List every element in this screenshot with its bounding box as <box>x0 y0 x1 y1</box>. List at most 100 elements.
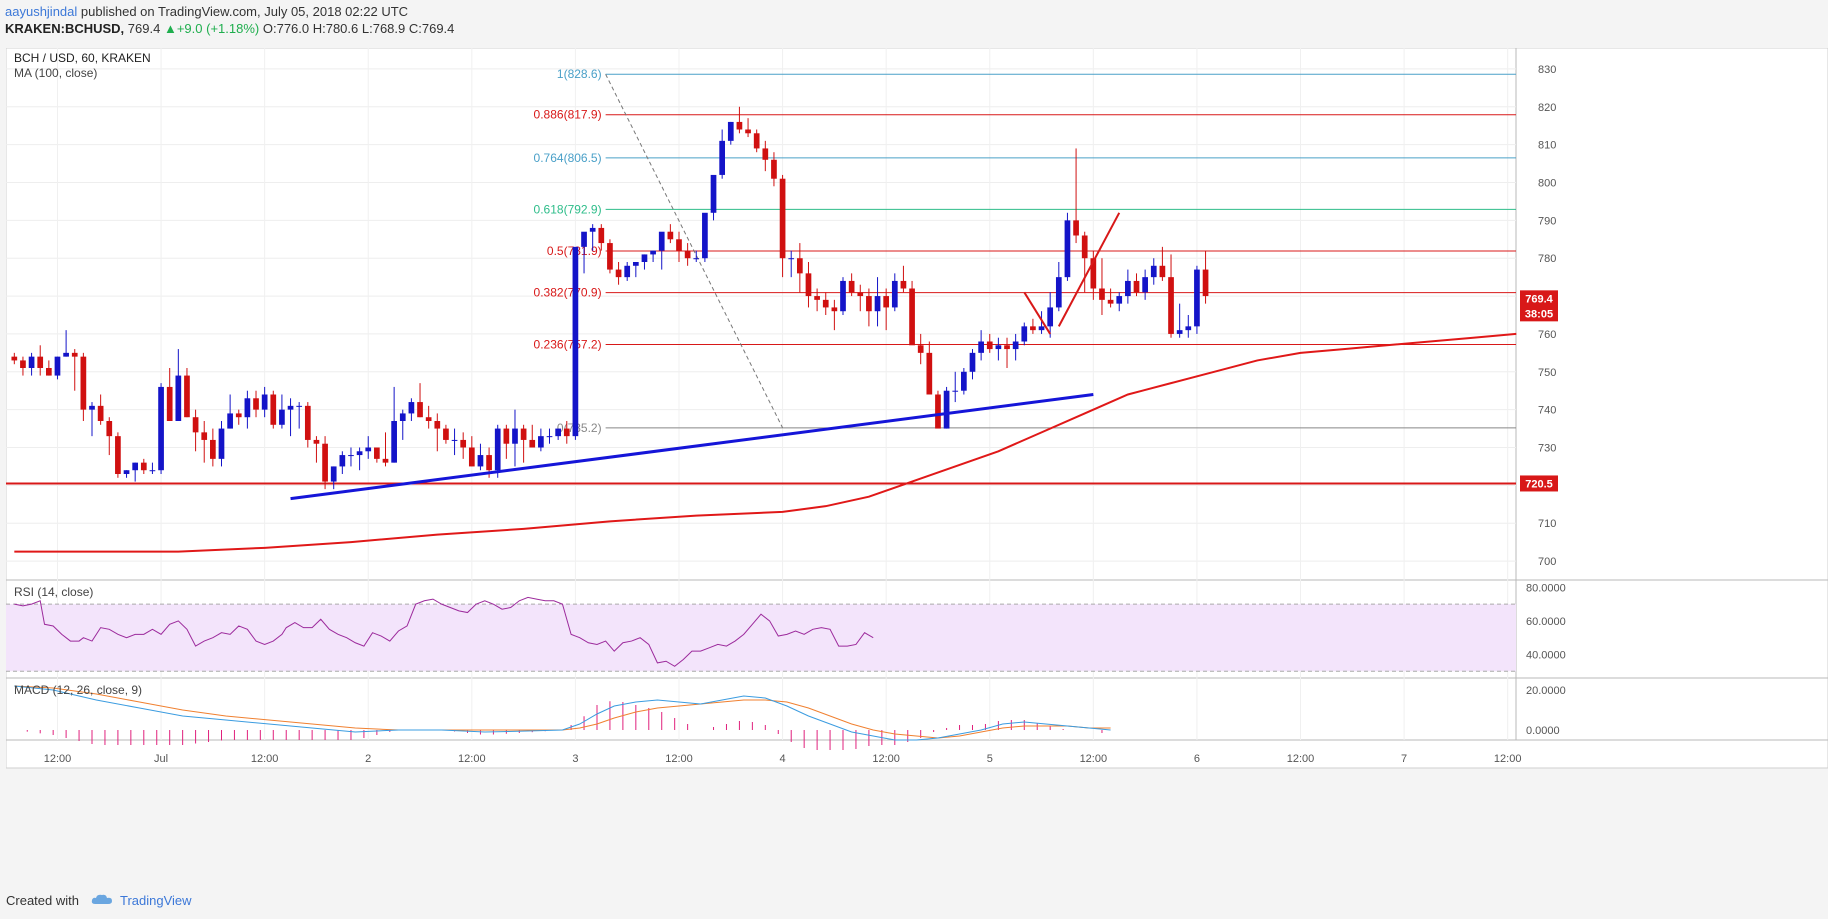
candle-up <box>28 356 35 368</box>
price-tick-label: 730 <box>1538 443 1556 455</box>
candle-down <box>1073 220 1079 236</box>
macd-signal-line <box>14 685 1111 739</box>
candle-up <box>408 402 415 414</box>
candle-up <box>494 428 501 471</box>
candle-down <box>166 386 173 421</box>
candle-up <box>874 296 881 312</box>
candle-up <box>1021 326 1028 342</box>
candle-down <box>417 402 423 418</box>
candle-up <box>727 121 734 141</box>
candle-up <box>1116 296 1123 304</box>
price-tick-label: 820 <box>1538 102 1556 114</box>
macd-tick-label: 20.0000 <box>1526 685 1566 697</box>
candle-down <box>520 428 527 440</box>
candle-down <box>192 417 199 433</box>
price-change: +9.0 (+1.18%) <box>176 21 260 36</box>
candle-down <box>71 352 78 357</box>
tradingview-cloud-icon[interactable] <box>91 893 113 908</box>
candle-up <box>658 231 665 251</box>
fib-level-label: 1(828.6) <box>557 67 602 81</box>
candle-down <box>753 133 760 149</box>
ma100-line <box>14 332 1517 553</box>
projection-line-down <box>1023 291 1052 335</box>
candle-up <box>261 394 268 410</box>
candle-up <box>279 409 285 425</box>
candle-down <box>857 292 864 297</box>
candle-up <box>572 246 579 437</box>
candle-down <box>1202 269 1209 297</box>
chart-frame[interactable]: 7007107207307407507607707807908008108208… <box>5 47 1828 880</box>
candle-down <box>270 394 277 425</box>
candle-up <box>719 140 726 175</box>
tradingview-link[interactable]: TradingView <box>120 893 192 908</box>
ma-indicator-label: MA (100, close) <box>14 66 97 80</box>
candle-down <box>926 352 933 395</box>
candle-up <box>546 436 553 438</box>
candle-up <box>589 227 596 232</box>
candle-down <box>676 239 682 251</box>
candle-down <box>848 280 855 293</box>
candle-up <box>296 405 303 407</box>
candle-up <box>1064 220 1071 278</box>
time-tick-label: 7 <box>1401 753 1407 765</box>
time-tick-label: 2 <box>365 753 371 765</box>
time-tick-label: 12:00 <box>1080 753 1108 765</box>
support-tag-label: 720.5 <box>1525 478 1553 490</box>
candle-down <box>460 439 467 448</box>
candle-up <box>477 455 484 467</box>
candle-down <box>1030 326 1036 331</box>
candle-down <box>986 341 993 350</box>
candle-down <box>745 129 751 134</box>
fib-level-label: 0.618(792.9) <box>534 202 602 216</box>
candle-up <box>339 455 346 467</box>
candle-down <box>598 227 605 244</box>
published-text: published on TradingView.com, July 05, 2… <box>80 4 409 19</box>
candle-down <box>374 447 380 459</box>
author-link[interactable]: aayushjindal <box>5 4 78 19</box>
chart-svg[interactable]: 7007107207307407507607707807908008108208… <box>5 47 1828 880</box>
candle-down <box>106 421 113 437</box>
candle-up <box>227 413 233 429</box>
price-tick-label: 810 <box>1538 140 1556 152</box>
price-tick-label: 740 <box>1538 405 1556 417</box>
candle-up <box>891 280 898 308</box>
candle-up <box>330 466 337 482</box>
rsi-tick-label: 40.0000 <box>1526 650 1566 662</box>
candle-down <box>210 439 216 459</box>
candle-up <box>287 405 294 410</box>
time-tick-label: 5 <box>987 753 993 765</box>
candle-up <box>710 174 717 213</box>
candle-up <box>1038 326 1045 331</box>
publish-header: aayushjindal published on TradingView.co… <box>0 0 1828 40</box>
fib-level-label: 0.886(817.9) <box>534 108 602 122</box>
candle-up <box>356 451 363 456</box>
candle-up <box>555 428 561 437</box>
candle-up <box>391 421 397 463</box>
footer: Created with TradingView <box>6 893 192 910</box>
candle-down <box>866 296 872 312</box>
support-tag <box>1520 475 1558 492</box>
candle-down <box>1081 235 1088 259</box>
projection-line-up <box>1057 212 1121 327</box>
candle-up <box>89 405 95 410</box>
candle-down <box>909 288 915 346</box>
candle-down <box>1159 265 1166 278</box>
candle-down <box>425 417 432 421</box>
candle-down <box>917 345 924 353</box>
candle-down <box>529 439 536 448</box>
time-tick-label: 12:00 <box>665 753 693 765</box>
candle-down <box>503 428 510 444</box>
macd-line <box>14 685 1111 741</box>
candle-down <box>814 296 820 300</box>
candle-down <box>900 280 907 289</box>
candle-up <box>512 428 518 444</box>
fib-level-label: 0.236(757.2) <box>534 338 602 352</box>
candle-up <box>641 254 648 262</box>
time-tick-label: 4 <box>780 753 786 765</box>
candle-up <box>1055 277 1062 308</box>
price-tick-label: 780 <box>1538 253 1556 265</box>
publisher-line: aayushjindal published on TradingView.co… <box>5 5 408 19</box>
candle-up <box>1125 280 1131 297</box>
candle-down <box>140 462 147 471</box>
time-tick-label: 3 <box>572 753 578 765</box>
